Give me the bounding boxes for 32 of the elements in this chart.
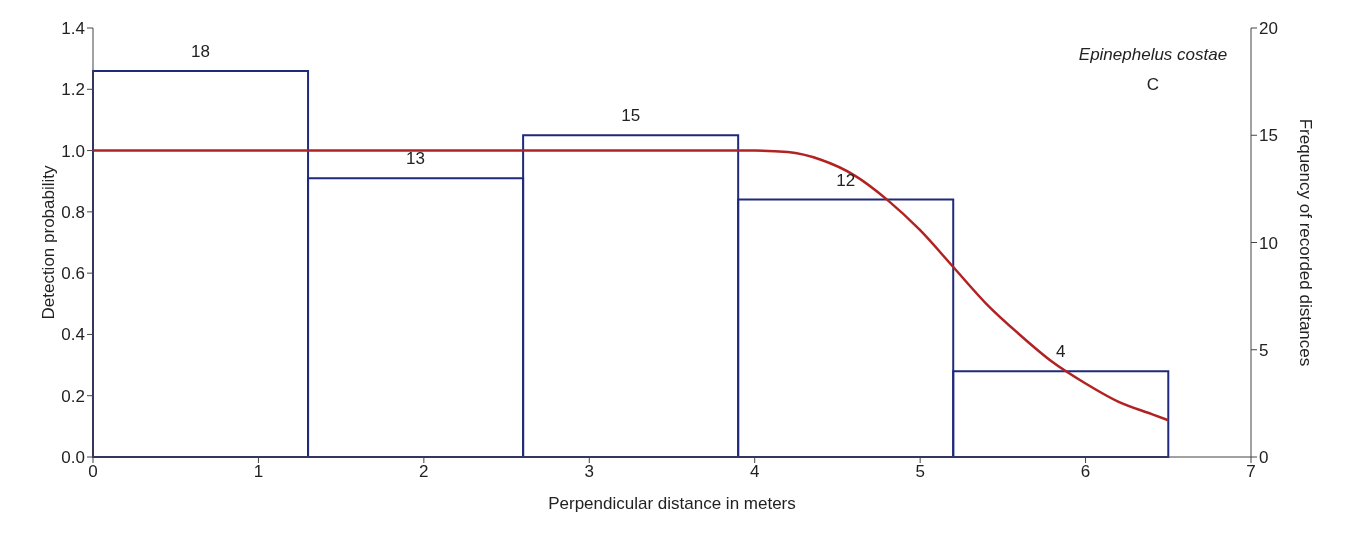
x-tick-label: 2 <box>419 462 429 482</box>
data-label: 18 <box>191 41 210 61</box>
y2-tick-label: 20 <box>1259 19 1278 39</box>
y2-tick-label: 0 <box>1259 448 1269 468</box>
x-tick-label: 4 <box>749 462 760 482</box>
annotation: Epinephelus costae <box>1078 45 1228 64</box>
y-tick-label: 1.4 <box>61 19 85 39</box>
y2-tick-label: 5 <box>1259 340 1269 360</box>
y2-tick-label: 10 <box>1259 233 1278 253</box>
y-axis-title: Detection probability <box>39 164 59 320</box>
y-tick-label: 0.2 <box>61 386 85 406</box>
data-label: 4 <box>1056 342 1066 362</box>
line-series <box>93 149 1170 422</box>
x-axis-title: Perpendicular distance in meters <box>548 494 796 514</box>
y-tick-label: 0.6 <box>61 264 85 284</box>
y-tick-label: 0.0 <box>61 448 85 468</box>
y-tick-label: 0.4 <box>61 325 85 345</box>
y-tick-label: 0.8 <box>61 202 85 222</box>
x-tick-label: 0 <box>88 462 98 482</box>
x-tick-label: 1 <box>253 462 264 482</box>
y2-axis-title: Frequency of recorded distances <box>1295 118 1315 367</box>
data-label: 13 <box>406 149 426 169</box>
annotation: C <box>1146 75 1160 94</box>
x-tick-label: 6 <box>1080 462 1091 482</box>
x-tick-label: 3 <box>584 462 595 482</box>
y-tick-label: 1.2 <box>61 80 85 100</box>
y2-tick-label: 15 <box>1259 126 1278 146</box>
y-tick-label: 1.0 <box>61 141 85 161</box>
x-tick-label: 7 <box>1246 462 1256 482</box>
data-label: 12 <box>836 170 856 190</box>
x-tick-label: 5 <box>915 462 925 482</box>
data-label: 15 <box>621 106 641 126</box>
